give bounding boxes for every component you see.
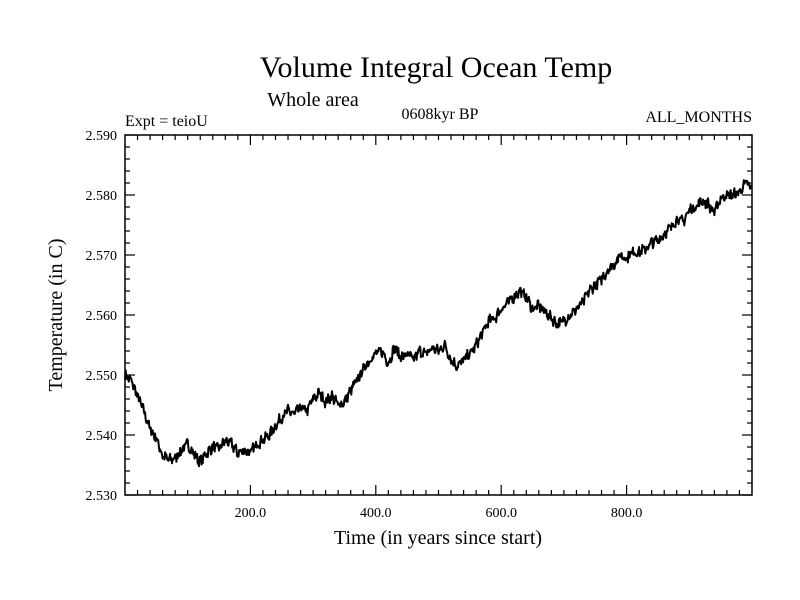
- experiment-label: Expt = teioU: [125, 113, 208, 130]
- plot-frame: [124, 134, 753, 496]
- months-label: ALL_MONTHS: [645, 109, 752, 126]
- y-tick-label: 2.590: [86, 129, 118, 144]
- axis-tick-labels: 2.530 2.540 2.550 2.560 2.570 2.580 2.590 200.0…: [86, 129, 643, 521]
- y-tick-label: 2.550: [86, 369, 118, 384]
- chart-subtitle: Whole area: [267, 89, 359, 111]
- axis-ticks: [125, 134, 752, 496]
- y-tick-label: 2.560: [86, 309, 118, 324]
- temperature-series-line: [124, 179, 753, 468]
- x-tick-label: 600.0: [485, 506, 517, 521]
- y-axis-label: Temperature (in C): [45, 239, 67, 392]
- y-tick-label: 2.570: [86, 249, 118, 264]
- x-tick-label: 200.0: [235, 506, 267, 521]
- y-tick-label: 2.530: [86, 489, 118, 504]
- x-tick-label: 400.0: [360, 506, 392, 521]
- x-axis-label: Time (in years since start): [334, 527, 542, 549]
- chart-title: Volume Integral Ocean Temp: [260, 51, 613, 84]
- y-tick-label: 2.580: [86, 189, 118, 204]
- x-tick-label: 800.0: [611, 506, 643, 521]
- period-label: 0608kyr BP: [402, 106, 479, 123]
- y-tick-label: 2.540: [86, 429, 118, 444]
